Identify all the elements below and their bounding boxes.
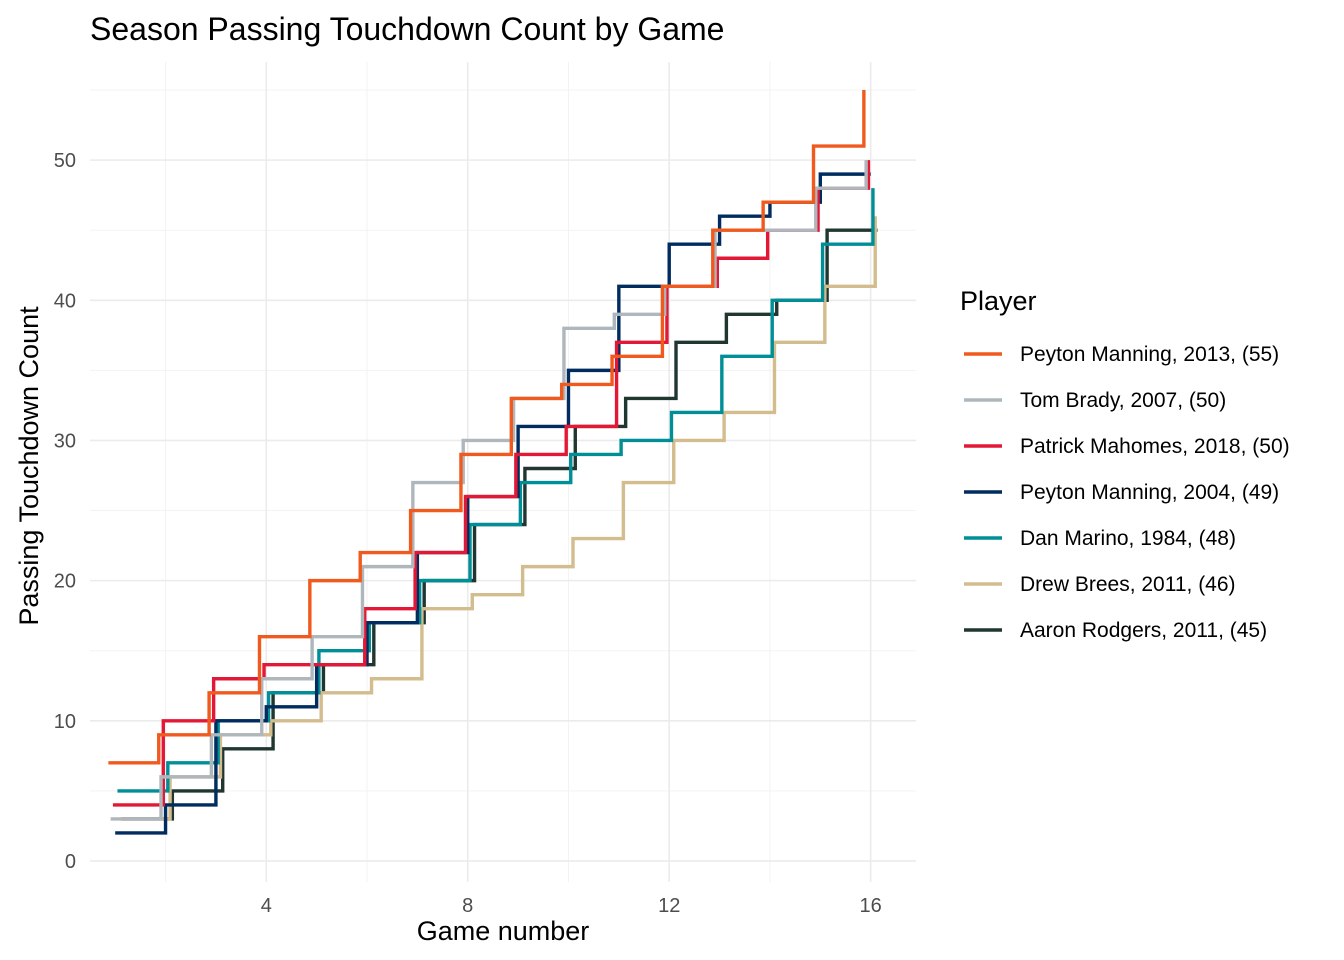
- x-tick-label: 8: [462, 895, 473, 917]
- axis-ticks: 4 8 12 16 0 10 20 30 40 50: [54, 150, 882, 917]
- y-tick-label: 50: [54, 150, 76, 172]
- series-line: [119, 216, 877, 821]
- x-tick-label: 4: [261, 895, 272, 917]
- legend-label: Patrick Mahomes, 2018, (50): [1020, 435, 1290, 458]
- series-line: [117, 188, 875, 793]
- legend-label: Dan Marino, 1984, (48): [1020, 527, 1236, 550]
- legend-label: Drew Brees, 2011, (46): [1020, 573, 1236, 596]
- x-axis-title: Game number: [417, 916, 590, 946]
- x-tick-label: 12: [658, 895, 680, 917]
- y-tick-label: 20: [54, 571, 76, 593]
- y-axis-title: Passing Touchdown Count: [14, 306, 44, 626]
- series-line: [108, 90, 866, 765]
- legend-items: Peyton Manning, 2013, (55) Tom Brady, 200…: [964, 343, 1290, 642]
- y-tick-label: 0: [65, 851, 76, 873]
- y-tick-label: 30: [54, 430, 76, 452]
- y-tick-label: 40: [54, 290, 76, 312]
- chart-title: Season Passing Touchdown Count by Game: [90, 11, 724, 47]
- legend-label: Tom Brady, 2007, (50): [1020, 389, 1226, 412]
- legend: Player Peyton Manning, 2013, (55) Tom Bra…: [960, 286, 1290, 642]
- legend-title: Player: [960, 286, 1037, 316]
- x-tick-label: 16: [860, 895, 882, 917]
- legend-label: Peyton Manning, 2013, (55): [1020, 343, 1279, 366]
- legend-label: Aaron Rodgers, 2011, (45): [1020, 619, 1267, 642]
- grid: [90, 62, 916, 882]
- series-line: [112, 160, 871, 807]
- legend-label: Peyton Manning, 2004, (49): [1020, 481, 1279, 504]
- series-lines: [108, 90, 878, 835]
- y-tick-label: 10: [54, 711, 76, 733]
